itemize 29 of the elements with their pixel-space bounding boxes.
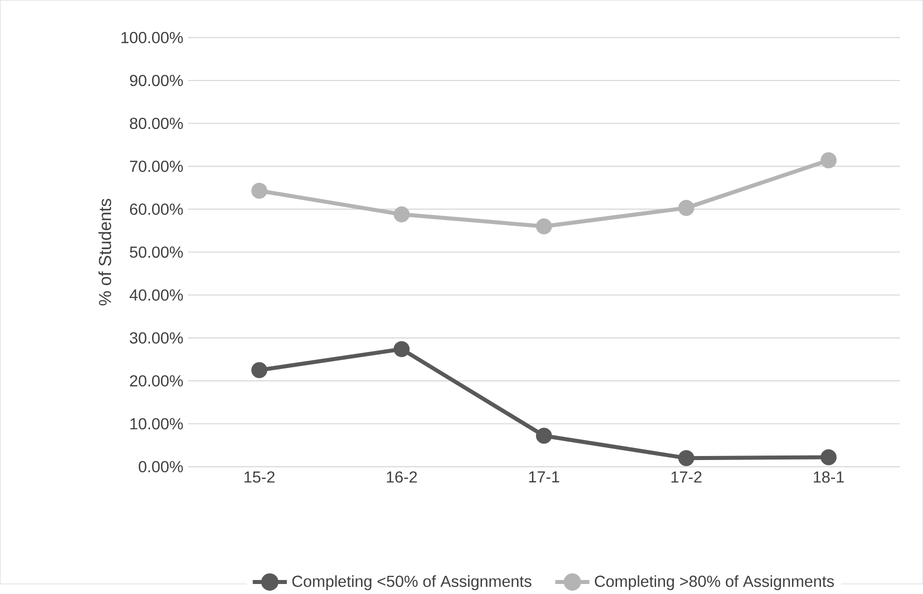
- y-tick-label: 40.00%: [130, 289, 183, 301]
- point: [678, 200, 694, 216]
- point: [536, 218, 552, 234]
- legend-label: Completing >80% of Assignments: [594, 575, 834, 590]
- point: [820, 152, 837, 168]
- point: [394, 341, 410, 358]
- point: [251, 362, 268, 378]
- y-tick-label: 50.00%: [130, 246, 183, 258]
- y-tick-label: 70.00%: [130, 160, 183, 172]
- x-tick-label: 18-1: [814, 471, 844, 483]
- point: [536, 428, 552, 444]
- y-tick-label: 30.00%: [130, 332, 183, 344]
- y-axis-title: % of Students: [98, 198, 112, 306]
- x-tick-label: 17-2: [671, 471, 702, 482]
- point: [251, 182, 268, 199]
- point: [678, 450, 694, 466]
- x-tick-label: 15-2: [244, 471, 275, 483]
- y-tick-label: 60.00%: [130, 203, 183, 215]
- y-tick-label: 20.00%: [130, 375, 183, 386]
- y-tick-label: 0.00%: [138, 460, 183, 472]
- y-tick-label: 80.00%: [130, 118, 183, 129]
- y-tick-label: 100.00%: [122, 32, 183, 44]
- legend-label: Completing <50% of Assignments: [292, 575, 532, 590]
- point: [820, 449, 837, 466]
- y-tick-label: 90.00%: [130, 74, 183, 86]
- point: [394, 206, 410, 222]
- x-tick-label: 16-2: [386, 471, 417, 483]
- x-tick-label: 17-1: [529, 471, 560, 482]
- y-tick-label: 10.00%: [130, 418, 183, 430]
